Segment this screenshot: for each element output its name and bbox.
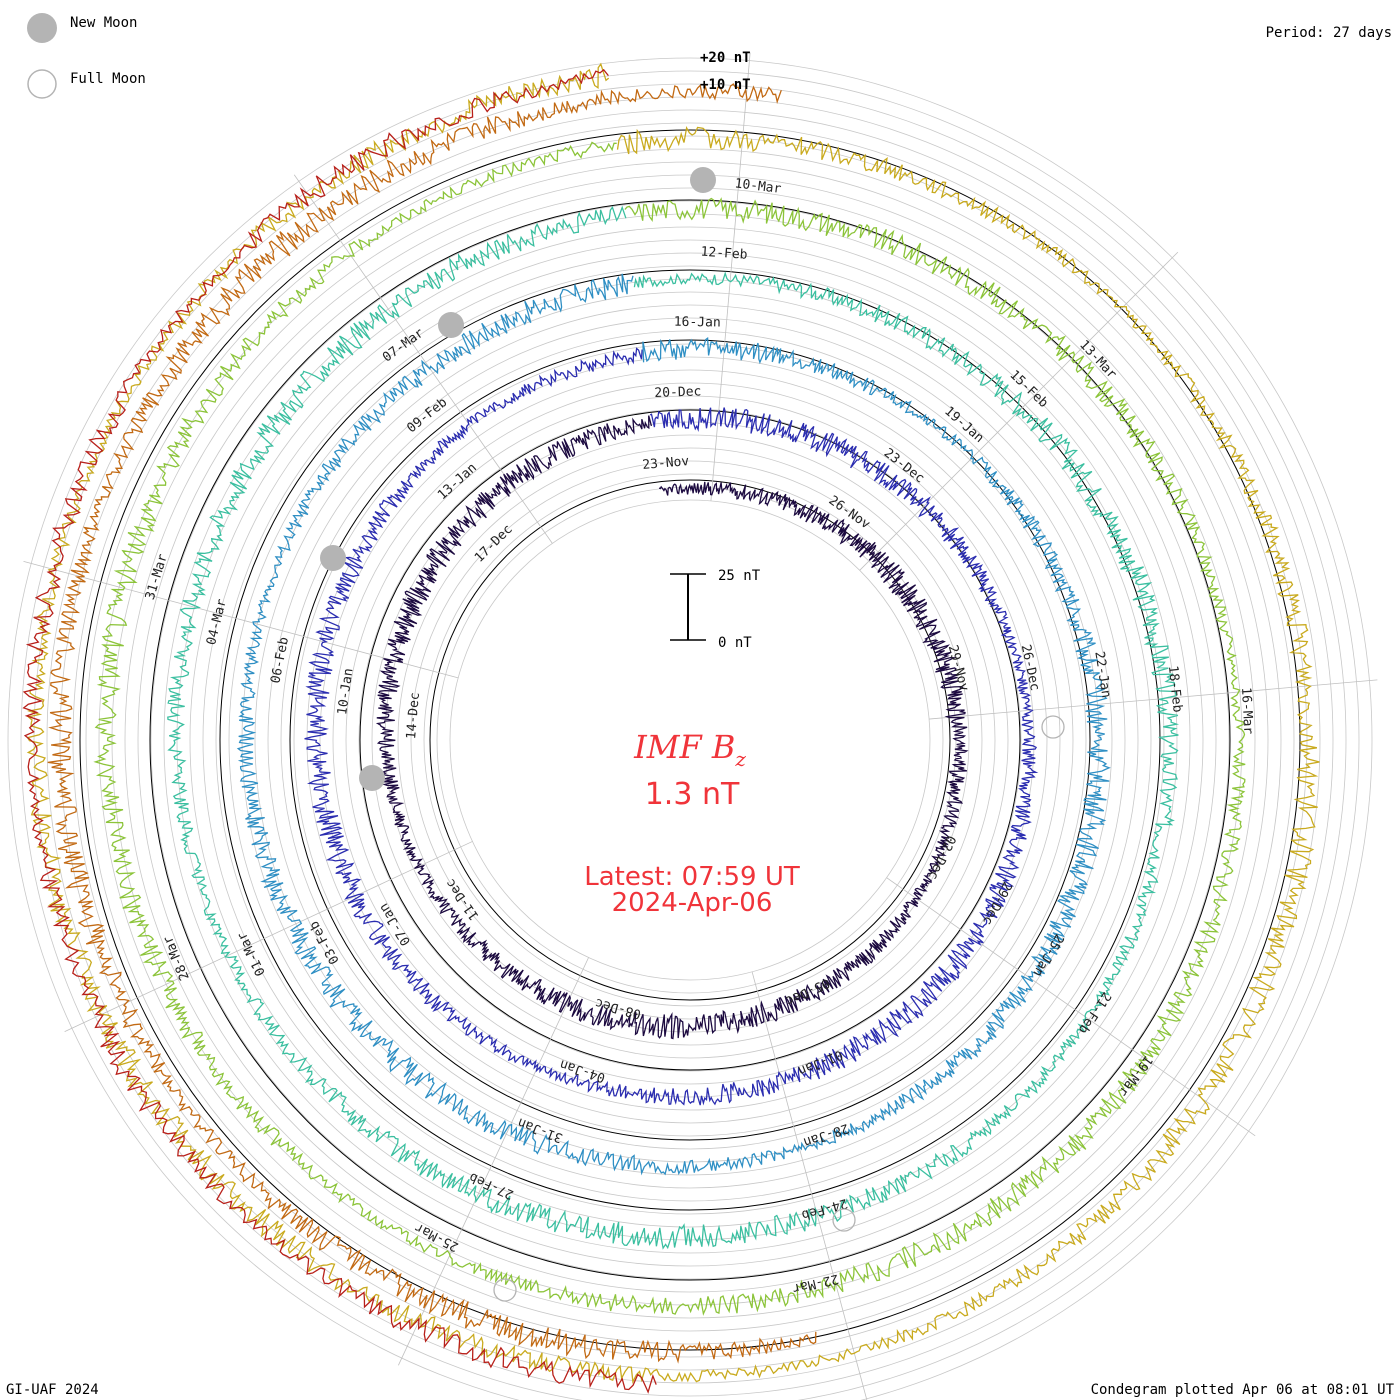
current-value: 1.3 nT (645, 777, 740, 812)
ring-label-plus20: +20 nT (700, 50, 751, 66)
date-label: 18-Feb (1165, 665, 1185, 713)
date-label: 28-Mar (161, 933, 193, 982)
moon-markers (320, 167, 1065, 1302)
new-moon-legend-label: New Moon (70, 15, 137, 31)
date-label: 14-Dec (404, 692, 423, 740)
date-label: 31-Mar (143, 552, 171, 601)
grid-ring (111, 161, 1269, 1319)
footer-plotted: Condegram plotted Apr 06 at 08:01 UT (1091, 1382, 1395, 1398)
full-moon-legend-icon (27, 69, 57, 99)
new-moon-marker (359, 765, 385, 791)
date-label: 22-Jan (1091, 650, 1113, 699)
zero-ring (429, 479, 951, 1001)
grid-ring (7, 57, 1373, 1400)
grid-ring (33, 83, 1347, 1397)
latest-time: Latest: 07:59 UT (584, 862, 800, 892)
grid-ring (124, 174, 1256, 1306)
grid-ring (384, 434, 996, 1046)
date-spoke (886, 877, 1256, 1137)
scale-top-label: 25 nT (718, 568, 761, 584)
trace-cycle-2 (304, 347, 1039, 1106)
grid-ring (306, 356, 1074, 1124)
grid-ring (176, 226, 1204, 1254)
new-moon-legend-icon (27, 13, 57, 43)
date-label: 13-Mar (1076, 338, 1119, 383)
date-label: 12-Feb (700, 245, 748, 263)
data-traces (22, 62, 1320, 1394)
date-spoke (929, 679, 1378, 720)
full-moon-marker (1041, 715, 1065, 739)
grid-ring (397, 447, 983, 1033)
date-label: 21-Feb (1075, 989, 1114, 1036)
trace-cycle-6 (26, 62, 1320, 1385)
grid-ring (46, 96, 1334, 1384)
zero-ring (219, 269, 1161, 1211)
grid-ring (358, 408, 1022, 1072)
date-label: 19-Mar (1115, 1052, 1155, 1099)
date-label: 31-Jan (516, 1114, 565, 1145)
date-label: 10-Jan (335, 667, 356, 716)
grid-ring (20, 70, 1360, 1400)
date-label: 29-Nov (945, 644, 972, 693)
date-label: 10-Mar (734, 176, 783, 197)
grid-ring (85, 135, 1295, 1345)
grid-ring (371, 421, 1009, 1059)
grid-ring (98, 148, 1282, 1332)
date-label: 16-Jan (674, 315, 721, 331)
latest-date: 2024-Apr-06 (612, 888, 773, 918)
grid-ring (449, 499, 931, 981)
date-label: 17-Dec (472, 522, 516, 566)
grid-ring (345, 395, 1035, 1085)
trace-cycle-1 (375, 415, 969, 1040)
date-label: 07-Mar (380, 326, 427, 366)
scale-bottom-label: 0 nT (718, 635, 752, 651)
trace-cycle-7 (47, 83, 817, 1364)
trace-cycle-3 (236, 273, 1111, 1176)
grid-ring (319, 369, 1061, 1111)
trace-cycle-4 (167, 205, 1180, 1250)
grid-ring (150, 200, 1230, 1280)
zero-ring (149, 199, 1231, 1281)
date-label: 20-Dec (654, 384, 701, 401)
date-spoke (751, 971, 868, 1400)
full-moon-marker (493, 1278, 517, 1302)
date-label: 28-Jan (801, 1120, 850, 1149)
new-moon-marker (438, 312, 464, 338)
chart-title: IMF Bz (633, 728, 746, 771)
full-moon-legend-label: Full Moon (70, 71, 146, 87)
date-label: 16-Mar (1238, 687, 1255, 735)
grid-ring (410, 460, 970, 1020)
date-spoke (64, 841, 473, 1032)
grid-ring (254, 304, 1126, 1176)
zero-ring (359, 409, 1021, 1071)
new-moon-marker (320, 545, 346, 571)
grid-ring (332, 382, 1048, 1098)
date-label: 13-Jan (435, 461, 480, 504)
grid-ring (202, 252, 1178, 1228)
full-moon-marker (832, 1208, 856, 1232)
grid-ring (59, 109, 1321, 1371)
trace-latest (22, 68, 657, 1394)
date-label: 08-Dec (594, 995, 643, 1022)
trace-cycle-5 (93, 141, 1246, 1316)
date-label: 23-Nov (642, 454, 690, 473)
date-label: 15-Feb (1007, 368, 1051, 412)
footer-credit: GI-UAF 2024 (6, 1382, 99, 1398)
new-moon-marker (690, 167, 716, 193)
date-label: 04-Mar (204, 597, 230, 646)
grid-ring (163, 213, 1217, 1267)
zero-ring (289, 339, 1091, 1141)
ring-label-plus10: +10 nT (700, 77, 751, 93)
period-label: Period: 27 days (1266, 25, 1392, 41)
date-spoke (23, 561, 459, 679)
zero-ring (79, 129, 1301, 1351)
scale-bar: 25 nT 0 nT (670, 568, 761, 651)
date-spoke (710, 52, 751, 501)
grid-rings (7, 57, 1373, 1400)
